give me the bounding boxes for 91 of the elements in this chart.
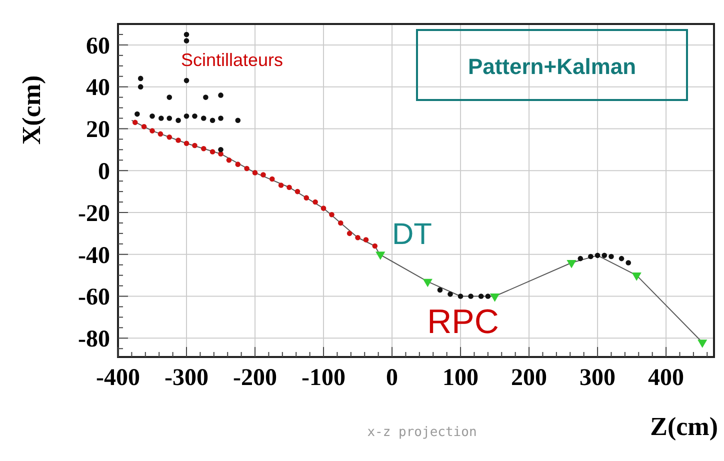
x-tick-label: -300: [164, 365, 209, 391]
point: [626, 260, 632, 266]
point: [226, 157, 232, 163]
point: [138, 76, 144, 82]
point: [184, 140, 190, 146]
point: [312, 199, 318, 205]
point: [618, 256, 624, 262]
annotation: DT: [392, 218, 432, 251]
point: [286, 184, 292, 190]
point: [134, 111, 140, 117]
point: [260, 172, 266, 178]
point: [566, 260, 576, 268]
x-axis-title: Z(cm): [650, 412, 718, 441]
y-tick-label: 40: [86, 75, 110, 102]
point: [490, 293, 500, 302]
point: [166, 134, 172, 140]
x-tick-label: 400: [648, 365, 684, 391]
point: [320, 206, 326, 211]
point: [252, 170, 258, 176]
point: [218, 147, 224, 152]
point: [244, 166, 250, 172]
y-tick-label: 20: [86, 117, 110, 144]
y-tick-label: 0: [98, 159, 110, 186]
point: [478, 294, 484, 299]
point: [588, 254, 594, 260]
y-tick-label: -80: [78, 326, 110, 353]
point: [210, 149, 216, 154]
point: [594, 252, 600, 258]
point: [235, 118, 241, 123]
point: [141, 124, 147, 130]
point: [269, 176, 275, 182]
y-tick-label: -60: [78, 284, 110, 311]
point: [304, 195, 310, 200]
point: [376, 252, 386, 260]
point: [608, 254, 614, 260]
point: [346, 230, 352, 236]
x-tick-label: -100: [302, 365, 346, 391]
point: [218, 116, 224, 121]
point: [437, 287, 443, 293]
x-tick-label: 100: [442, 365, 479, 391]
point: [632, 272, 642, 281]
point: [218, 92, 224, 98]
point: [468, 294, 474, 299]
point: [158, 116, 164, 121]
point: [355, 234, 360, 240]
point: [150, 128, 155, 134]
point: [166, 94, 172, 100]
point: [448, 292, 453, 297]
point: [158, 131, 164, 137]
point: [184, 32, 190, 38]
point: [294, 188, 300, 194]
point: [363, 237, 369, 242]
point: [132, 120, 138, 126]
point: [602, 252, 608, 258]
point: [176, 118, 181, 123]
point: [422, 278, 432, 288]
point: [485, 294, 491, 299]
y-tick-label: -40: [78, 242, 110, 269]
x-tick-label: 200: [511, 365, 548, 391]
point: [578, 256, 584, 262]
point: [329, 212, 334, 218]
point: [166, 116, 172, 121]
point: [278, 182, 284, 188]
point: [338, 220, 344, 226]
y-axis-title: X(cm): [17, 75, 46, 145]
point: [458, 294, 464, 299]
y-tick-label: -20: [78, 200, 110, 227]
point: [138, 84, 144, 90]
annotation: RPC: [427, 303, 499, 341]
point: [192, 142, 198, 148]
point: [210, 118, 216, 123]
point: [184, 38, 190, 44]
point: [184, 114, 190, 119]
annotation: Pattern+Kalman: [468, 54, 636, 79]
annotation: Scintillateurs: [180, 50, 284, 70]
point: [372, 243, 378, 249]
text: x-z projection: [367, 425, 477, 440]
point: [176, 138, 181, 143]
x-tick-label: 300: [580, 365, 616, 391]
point: [200, 116, 206, 121]
point: [192, 114, 198, 119]
x-tick-label: -400: [96, 365, 140, 391]
y-tick-label: 60: [86, 33, 110, 60]
point: [200, 146, 206, 152]
point: [150, 114, 155, 119]
x-tick-label: 0: [386, 365, 398, 391]
point: [698, 340, 708, 348]
x-tick-label: -200: [233, 365, 278, 391]
point: [184, 78, 190, 84]
point: [235, 162, 241, 167]
point: [203, 94, 208, 100]
